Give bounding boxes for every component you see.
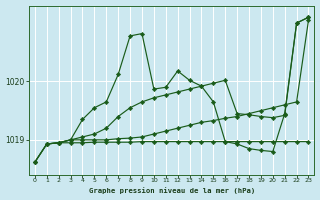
X-axis label: Graphe pression niveau de la mer (hPa): Graphe pression niveau de la mer (hPa) (89, 188, 255, 194)
